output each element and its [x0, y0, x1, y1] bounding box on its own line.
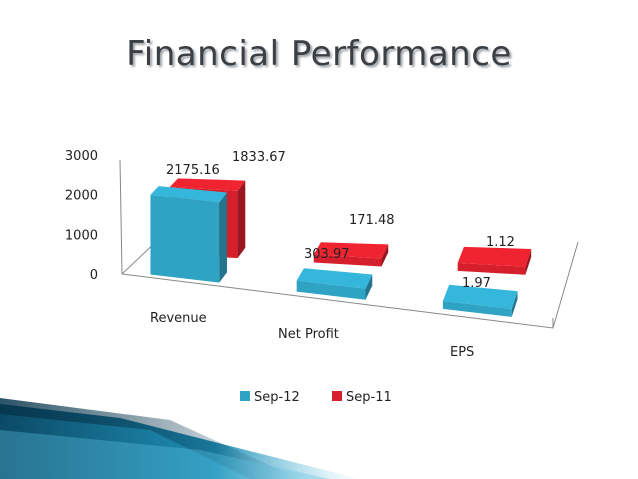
bar-side-face	[365, 274, 373, 300]
category-label: Revenue	[150, 311, 207, 326]
bar-front-face	[296, 280, 366, 300]
page-title: Financial Performance	[126, 34, 512, 74]
data-label: 1833.67	[232, 150, 286, 165]
y-axis-ticks: 0 1000 2000 3000	[65, 149, 98, 283]
bar-side-face	[381, 244, 389, 267]
bar-Sep-11-EPS	[457, 246, 532, 275]
y-tick-label: 0	[90, 268, 98, 283]
bar-top-face	[296, 268, 373, 289]
y-tick-label: 2000	[65, 189, 98, 204]
bar-top-face	[457, 246, 532, 267]
bar-top-face	[313, 242, 389, 259]
data-label: 1.97	[462, 276, 491, 291]
data-label: 2175.16	[166, 163, 220, 178]
bar-Sep-12-EPS	[442, 284, 518, 317]
bar-side-face	[237, 180, 246, 259]
left-wall-edge	[119, 159, 123, 275]
bar-side-face	[511, 291, 518, 317]
bar-front-face	[150, 194, 220, 283]
legend-swatch	[332, 391, 342, 401]
data-label: 303.97	[304, 247, 350, 262]
legend-label: Sep-11	[346, 390, 392, 405]
bar-side-face	[525, 248, 532, 275]
category-label: Net Profit	[278, 327, 339, 342]
bar-Sep-11-Net Profit	[313, 242, 389, 267]
bar-top-face	[169, 178, 246, 191]
legend: Sep-12 Sep-11	[240, 390, 392, 405]
y-tick-label: 3000	[65, 149, 98, 164]
bar-Sep-12-Revenue	[150, 186, 228, 283]
x-axis-categories: Revenue Net Profit EPS	[150, 311, 474, 360]
chart-frame	[119, 159, 579, 329]
legend-label: Sep-12	[254, 390, 300, 405]
decorative-swoosh	[0, 398, 360, 479]
bar-Sep-12-Net Profit	[296, 268, 373, 300]
category-label: EPS	[450, 345, 474, 360]
bar-top-face	[442, 284, 518, 309]
bars	[150, 178, 532, 317]
bar-top-face	[150, 186, 228, 203]
bar-front-face	[442, 300, 512, 317]
y-tick-label: 1000	[65, 228, 98, 243]
bar-front-face	[313, 254, 382, 267]
bar-front-face	[457, 262, 526, 275]
data-labels: 1833.67 171.48 1.12 2175.16 303.97 1.97	[166, 150, 515, 291]
legend-swatch	[240, 391, 250, 401]
data-label: 1.12	[486, 235, 515, 250]
bar-side-face	[219, 192, 228, 283]
data-label: 171.48	[349, 213, 395, 228]
